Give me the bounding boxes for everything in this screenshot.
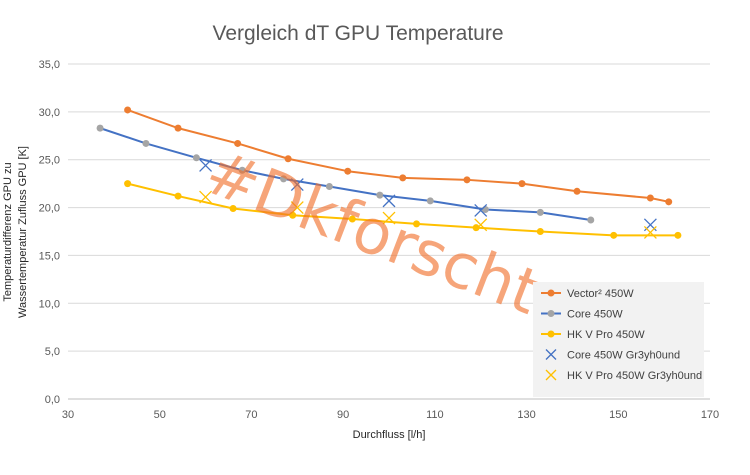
- legend-label: HK V Pro 450W Gr3yh0und: [567, 370, 702, 382]
- data-point-x-marker: [382, 194, 396, 208]
- x-marker-stroke: [290, 178, 304, 192]
- x-marker-stroke: [643, 225, 657, 239]
- x-tick-label: 110: [426, 409, 444, 421]
- x-marker-stroke: [199, 158, 213, 172]
- data-point: [610, 231, 618, 239]
- data-point: [413, 220, 421, 228]
- data-point: [587, 216, 595, 224]
- legend-item-5: HK V Pro 450W Gr3yh0und: [545, 369, 702, 382]
- data-point-x-marker: [290, 178, 304, 192]
- data-point: [646, 194, 654, 202]
- legend-swatch-marker: [547, 330, 555, 338]
- data-point: [348, 215, 356, 223]
- x-marker-stroke: [290, 201, 304, 215]
- data-point: [472, 224, 480, 232]
- data-point: [426, 197, 434, 205]
- data-point: [142, 139, 150, 147]
- legend-item-1: Vector² 450W: [541, 288, 634, 300]
- data-point-x-marker: [474, 203, 488, 217]
- legend-label: HK V Pro 450W: [567, 329, 645, 341]
- x-tick-label: 70: [245, 409, 257, 421]
- x-axis-label: Durchfluss [l/h]: [353, 429, 426, 441]
- y-axis-label-line-1: Temperaturdifferenz GPU zu: [2, 162, 14, 301]
- data-point: [325, 183, 333, 191]
- data-point: [284, 155, 292, 163]
- x-axis-ticks: 30 50 70 90 110 130 150 170: [62, 409, 719, 421]
- y-tick-label: 15,0: [39, 250, 60, 262]
- data-point-x-marker: [199, 190, 213, 204]
- series-1: [124, 106, 673, 206]
- legend-item-2: Core 450W: [541, 309, 623, 321]
- x-tick-label: 130: [517, 409, 535, 421]
- data-point: [674, 231, 682, 239]
- chart-title: Vergleich dT GPU Temperature: [212, 22, 503, 45]
- legend-item-4: Core 450W Gr3yh0und: [545, 349, 680, 362]
- x-tick-label: 30: [62, 409, 74, 421]
- series-2: [96, 124, 595, 224]
- data-point: [344, 167, 352, 175]
- y-tick-label: 30,0: [39, 107, 60, 119]
- data-point: [289, 211, 297, 219]
- legend: Vector² 450W Core 450W HK V Pro 450W Core 4…: [533, 282, 704, 397]
- x-tick-label: 150: [609, 409, 627, 421]
- legend-swatch-marker: [547, 310, 555, 317]
- x-tick-label: 170: [701, 409, 719, 421]
- data-point: [518, 180, 526, 188]
- legend-label: Vector² 450W: [567, 288, 634, 300]
- data-point-x-marker: [643, 225, 657, 239]
- data-point: [96, 124, 104, 132]
- series-5: [199, 190, 657, 239]
- legend-item-3: HK V Pro 450W: [541, 329, 645, 341]
- watermark-text: #Dkforscht: [196, 135, 550, 329]
- x-marker-stroke: [199, 190, 213, 204]
- data-point: [399, 174, 407, 182]
- data-point: [536, 208, 544, 216]
- data-point: [238, 166, 246, 174]
- data-point: [376, 191, 384, 199]
- data-point-x-marker: [199, 158, 213, 172]
- y-tick-label: 10,0: [39, 298, 60, 310]
- data-point: [229, 205, 237, 213]
- y-axis-label-line-2: Wassertemperatur Zufluss GPU [K]: [17, 146, 29, 318]
- data-point: [124, 180, 132, 188]
- data-point: [124, 106, 132, 114]
- y-tick-label: 25,0: [39, 155, 60, 167]
- x-marker-stroke: [474, 203, 488, 217]
- legend-swatch-marker: [545, 349, 557, 360]
- x-marker-stroke: [382, 211, 396, 225]
- y-tick-label: 35,0: [39, 59, 60, 71]
- series-line: [127, 182, 678, 237]
- data-point-x-marker: [290, 201, 304, 215]
- gridlines: [68, 63, 710, 400]
- legend-background: [533, 282, 704, 397]
- y-axis-ticks: 0,0 5,0 10,0 15,0 20,0 25,0 30,0 35,0: [39, 59, 60, 406]
- x-marker-stroke: [382, 194, 396, 208]
- legend-label: Core 450W: [567, 309, 623, 321]
- y-tick-label: 0,0: [45, 394, 60, 406]
- x-tick-label: 90: [337, 409, 349, 421]
- data-point-x-marker: [474, 218, 488, 232]
- x-tick-label: 50: [154, 409, 166, 421]
- data-point-x-marker: [382, 211, 396, 225]
- legend-swatch-marker: [545, 369, 557, 381]
- series-layer: [96, 106, 682, 239]
- legend-swatch-marker: [547, 289, 555, 297]
- data-point: [192, 154, 200, 162]
- y-tick-label: 20,0: [39, 203, 60, 215]
- data-point: [665, 198, 673, 206]
- legend-label: Core 450W Gr3yh0und: [567, 350, 680, 362]
- data-point: [536, 228, 544, 235]
- x-marker-stroke: [474, 218, 488, 232]
- data-point: [174, 124, 182, 132]
- data-point: [174, 192, 182, 200]
- data-point: [234, 139, 242, 147]
- data-point: [280, 175, 288, 183]
- data-point: [463, 176, 471, 184]
- y-tick-label: 5,0: [45, 346, 60, 358]
- series-3: [124, 180, 682, 239]
- data-point: [573, 187, 581, 195]
